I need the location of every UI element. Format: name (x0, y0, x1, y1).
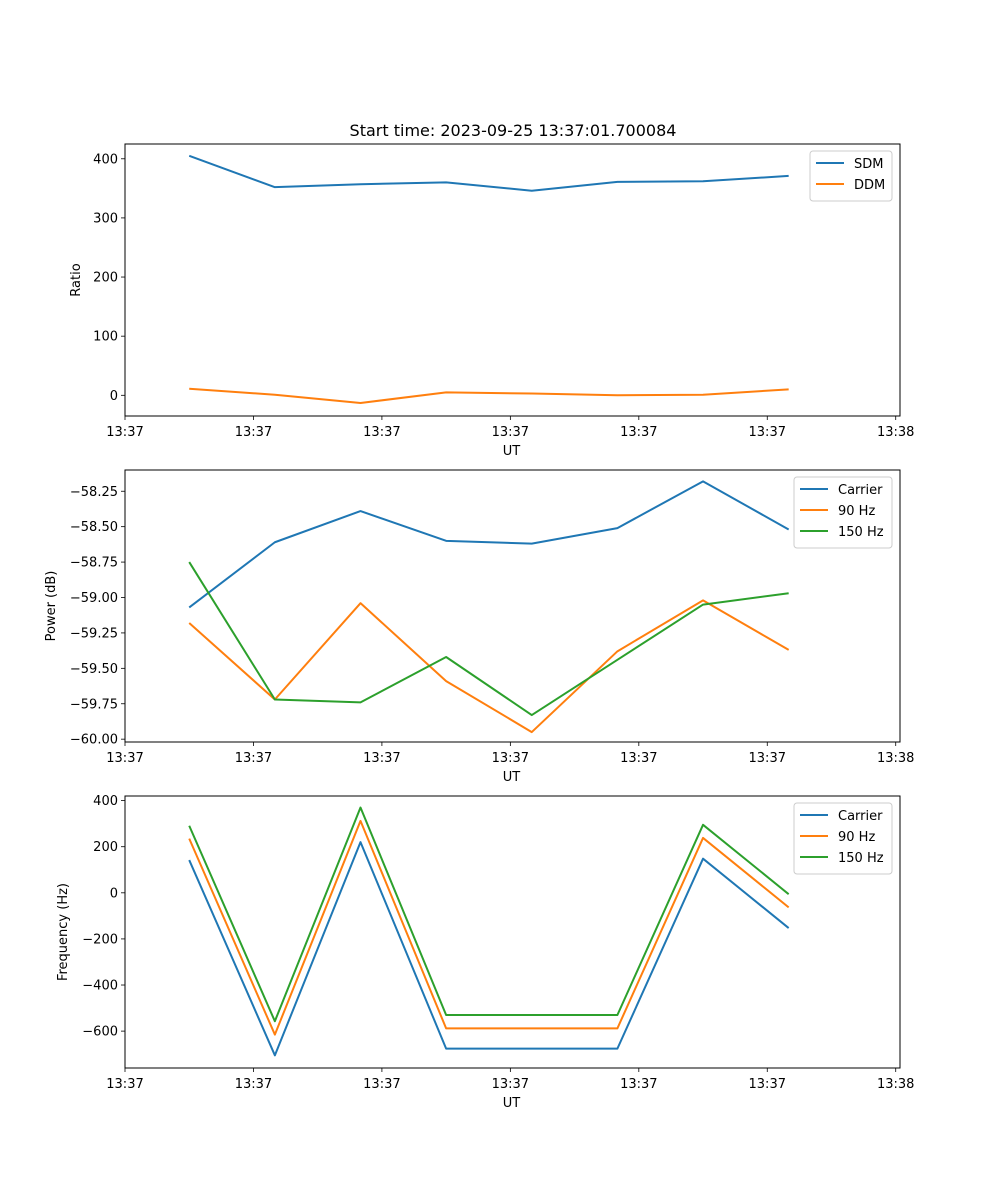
x-tick-label: 13:37 (235, 425, 272, 440)
x-tick-label: 13:37 (620, 1077, 657, 1092)
legend: SDM DDM (809, 150, 893, 202)
x-tick-label: 13:37 (106, 425, 143, 440)
x-tick-label: 13:37 (492, 425, 529, 440)
series-line-carrier (188, 841, 790, 1057)
y-axis-label: Frequency (Hz) (56, 883, 71, 981)
x-tick-label: 13:37 (235, 751, 272, 766)
y-tick-label: 200 (93, 840, 118, 855)
legend-label-carrier: Carrier (838, 483, 883, 498)
y-tick-label: 400 (93, 794, 118, 809)
power-subplot: 13:37 13:37 13:37 13:37 13:37 13:37 13:38 −60.0… (44, 469, 914, 785)
series-line-carrier (188, 480, 790, 609)
y-tick-label: −200 (82, 932, 118, 947)
axes-frame (124, 469, 901, 743)
y-tick-label: −58.25 (70, 485, 118, 500)
series-line-150-hz (188, 806, 790, 1023)
y-tick-label: 100 (93, 330, 118, 345)
x-tick-label: 13:37 (492, 751, 529, 766)
legend-label-150-hz: 150 Hz (838, 525, 884, 540)
y-tick-label: −58.50 (70, 520, 118, 535)
figure-title: Start time: 2023-09-25 13:37:01.700084 (350, 121, 677, 140)
y-tick-label: −59.75 (70, 697, 118, 712)
x-axis-label: UT (503, 444, 521, 459)
axes-frame (124, 143, 901, 417)
series-line-sdm (188, 154, 789, 192)
x-tick-label: 13:38 (877, 425, 914, 440)
series-line-150-hz (188, 561, 789, 717)
series-line-90-hz (188, 819, 790, 1036)
legend-label-sdm: SDM (854, 157, 883, 172)
frequency-subplot: 13:37 13:37 13:37 13:37 13:37 13:37 13:38 −600 −… (56, 794, 914, 1111)
series-line-ddm (189, 387, 789, 404)
x-tick-label: 13:37 (235, 1077, 272, 1092)
legend-label-carrier: Carrier (838, 809, 883, 824)
y-tick-label: −600 (82, 1025, 118, 1040)
y-tick-label: 300 (93, 211, 118, 226)
y-tick-label: −60.00 (70, 733, 118, 748)
x-tick-label: 13:37 (749, 751, 786, 766)
x-tick-label: 13:37 (492, 1077, 529, 1092)
x-tick-label: 13:37 (749, 1077, 786, 1092)
x-axis-label: UT (503, 770, 521, 785)
x-tick-label: 13:37 (363, 1077, 400, 1092)
y-tick-label: 0 (110, 389, 118, 404)
y-tick-label: 400 (93, 152, 118, 167)
ratio-subplot: 13:37 13:37 13:37 13:37 13:37 13:37 13:38 0 100 2… (69, 143, 914, 459)
legend: Carrier 90 Hz 150 Hz (793, 802, 893, 875)
x-tick-label: 13:38 (877, 1077, 914, 1092)
legend: Carrier 90 Hz 150 Hz (793, 476, 893, 549)
y-tick-label: −59.00 (70, 591, 118, 606)
y-tick-label: −59.25 (70, 626, 118, 641)
y-tick-label: 200 (93, 271, 118, 286)
y-tick-label: −400 (82, 979, 118, 994)
legend-label-150-hz: 150 Hz (838, 851, 884, 866)
y-axis-label: Ratio (69, 263, 84, 296)
x-tick-label: 13:37 (106, 1077, 143, 1092)
x-axis-label: UT (503, 1096, 521, 1111)
y-tick-label: −59.50 (70, 662, 118, 677)
axes-frame (124, 795, 901, 1069)
series-line-90-hz (188, 599, 790, 734)
legend-label-ddm: DDM (854, 178, 885, 193)
x-tick-label: 13:37 (620, 425, 657, 440)
y-tick-label: 0 (110, 886, 118, 901)
x-tick-label: 13:37 (363, 425, 400, 440)
x-tick-label: 13:37 (363, 751, 400, 766)
x-tick-label: 13:38 (877, 751, 914, 766)
legend-label-90-hz: 90 Hz (838, 830, 875, 845)
x-tick-label: 13:37 (106, 751, 143, 766)
y-axis-label: Power (dB) (44, 571, 59, 642)
x-tick-label: 13:37 (620, 751, 657, 766)
x-tick-label: 13:37 (749, 425, 786, 440)
y-tick-label: −58.75 (70, 556, 118, 571)
legend-label-90-hz: 90 Hz (838, 504, 875, 519)
